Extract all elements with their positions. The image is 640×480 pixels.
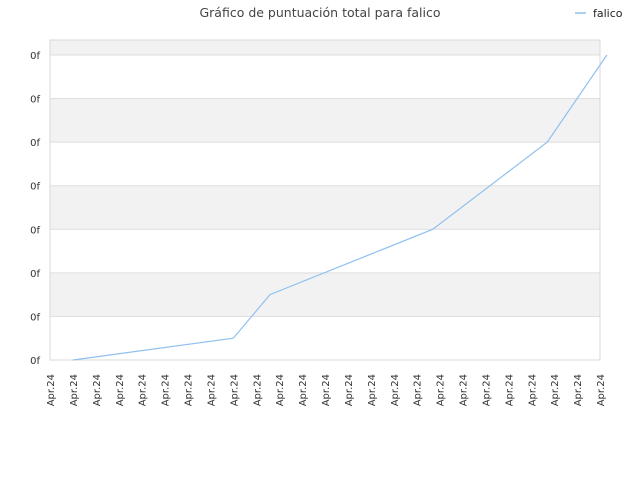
- x-tick-label: Apr.24: [573, 374, 584, 406]
- legend-label: falico: [593, 7, 623, 20]
- x-tick-label: Apr.24: [92, 374, 103, 406]
- y-tick-label: 0f: [30, 312, 40, 323]
- series-line: [72, 54, 608, 361]
- y-tick-label: 0f: [30, 138, 40, 149]
- chart-title: Gráfico de puntuación total para falico: [199, 5, 440, 20]
- x-tick-label: Apr.24: [344, 374, 355, 406]
- y-tick-label: 0f: [30, 225, 40, 236]
- plot-band: [50, 98, 600, 143]
- x-tick-label: Apr.24: [206, 374, 217, 406]
- plot-area: [49, 39, 601, 361]
- x-tick-label: Apr.24: [436, 374, 447, 406]
- x-tick-label: Apr.24: [321, 374, 332, 406]
- x-tick-label: Apr.24: [367, 374, 378, 406]
- y-tick-label: 0f: [30, 95, 40, 106]
- x-tick-label: Apr.24: [527, 374, 538, 406]
- plot-band: [50, 272, 600, 317]
- y-axis-ticks: 0f 0f 0f 0f 0f 0f 0f 0f: [30, 51, 40, 367]
- plot-bands: [50, 40, 600, 317]
- x-tick-label: Apr.24: [275, 374, 286, 406]
- x-tick-label: Apr.24: [229, 374, 240, 406]
- y-tick-label: 0f: [30, 182, 40, 193]
- x-tick-label: Apr.24: [596, 374, 607, 406]
- plot-band: [50, 40, 600, 55]
- x-tick-label: Apr.24: [390, 374, 401, 406]
- legend[interactable]: falico: [575, 7, 623, 20]
- x-tick-label: Apr.24: [161, 374, 172, 406]
- x-tick-label: Apr.24: [138, 374, 149, 406]
- x-tick-label: Apr.24: [115, 374, 126, 406]
- y-tick-label: 0f: [30, 356, 40, 367]
- x-tick-label: Apr.24: [46, 374, 57, 406]
- x-axis-ticks: Apr.24 Apr.24 Apr.24 Apr.24 Apr.24 Apr.24 Apr.…: [46, 374, 607, 406]
- x-tick-label: Apr.24: [184, 374, 195, 406]
- y-tick-label: 0f: [30, 51, 40, 62]
- x-tick-label: Apr.24: [298, 374, 309, 406]
- x-tick-label: Apr.24: [459, 374, 470, 406]
- x-tick-label: Apr.24: [504, 374, 515, 406]
- x-tick-label: Apr.24: [252, 374, 263, 406]
- x-tick-label: Apr.24: [413, 374, 424, 406]
- x-tick-label: Apr.24: [550, 374, 561, 406]
- x-tick-label: Apr.24: [69, 374, 80, 406]
- x-tick-label: Apr.24: [481, 374, 492, 406]
- y-tick-label: 0f: [30, 269, 40, 280]
- plot-band: [50, 185, 600, 230]
- series-lines: [72, 54, 608, 361]
